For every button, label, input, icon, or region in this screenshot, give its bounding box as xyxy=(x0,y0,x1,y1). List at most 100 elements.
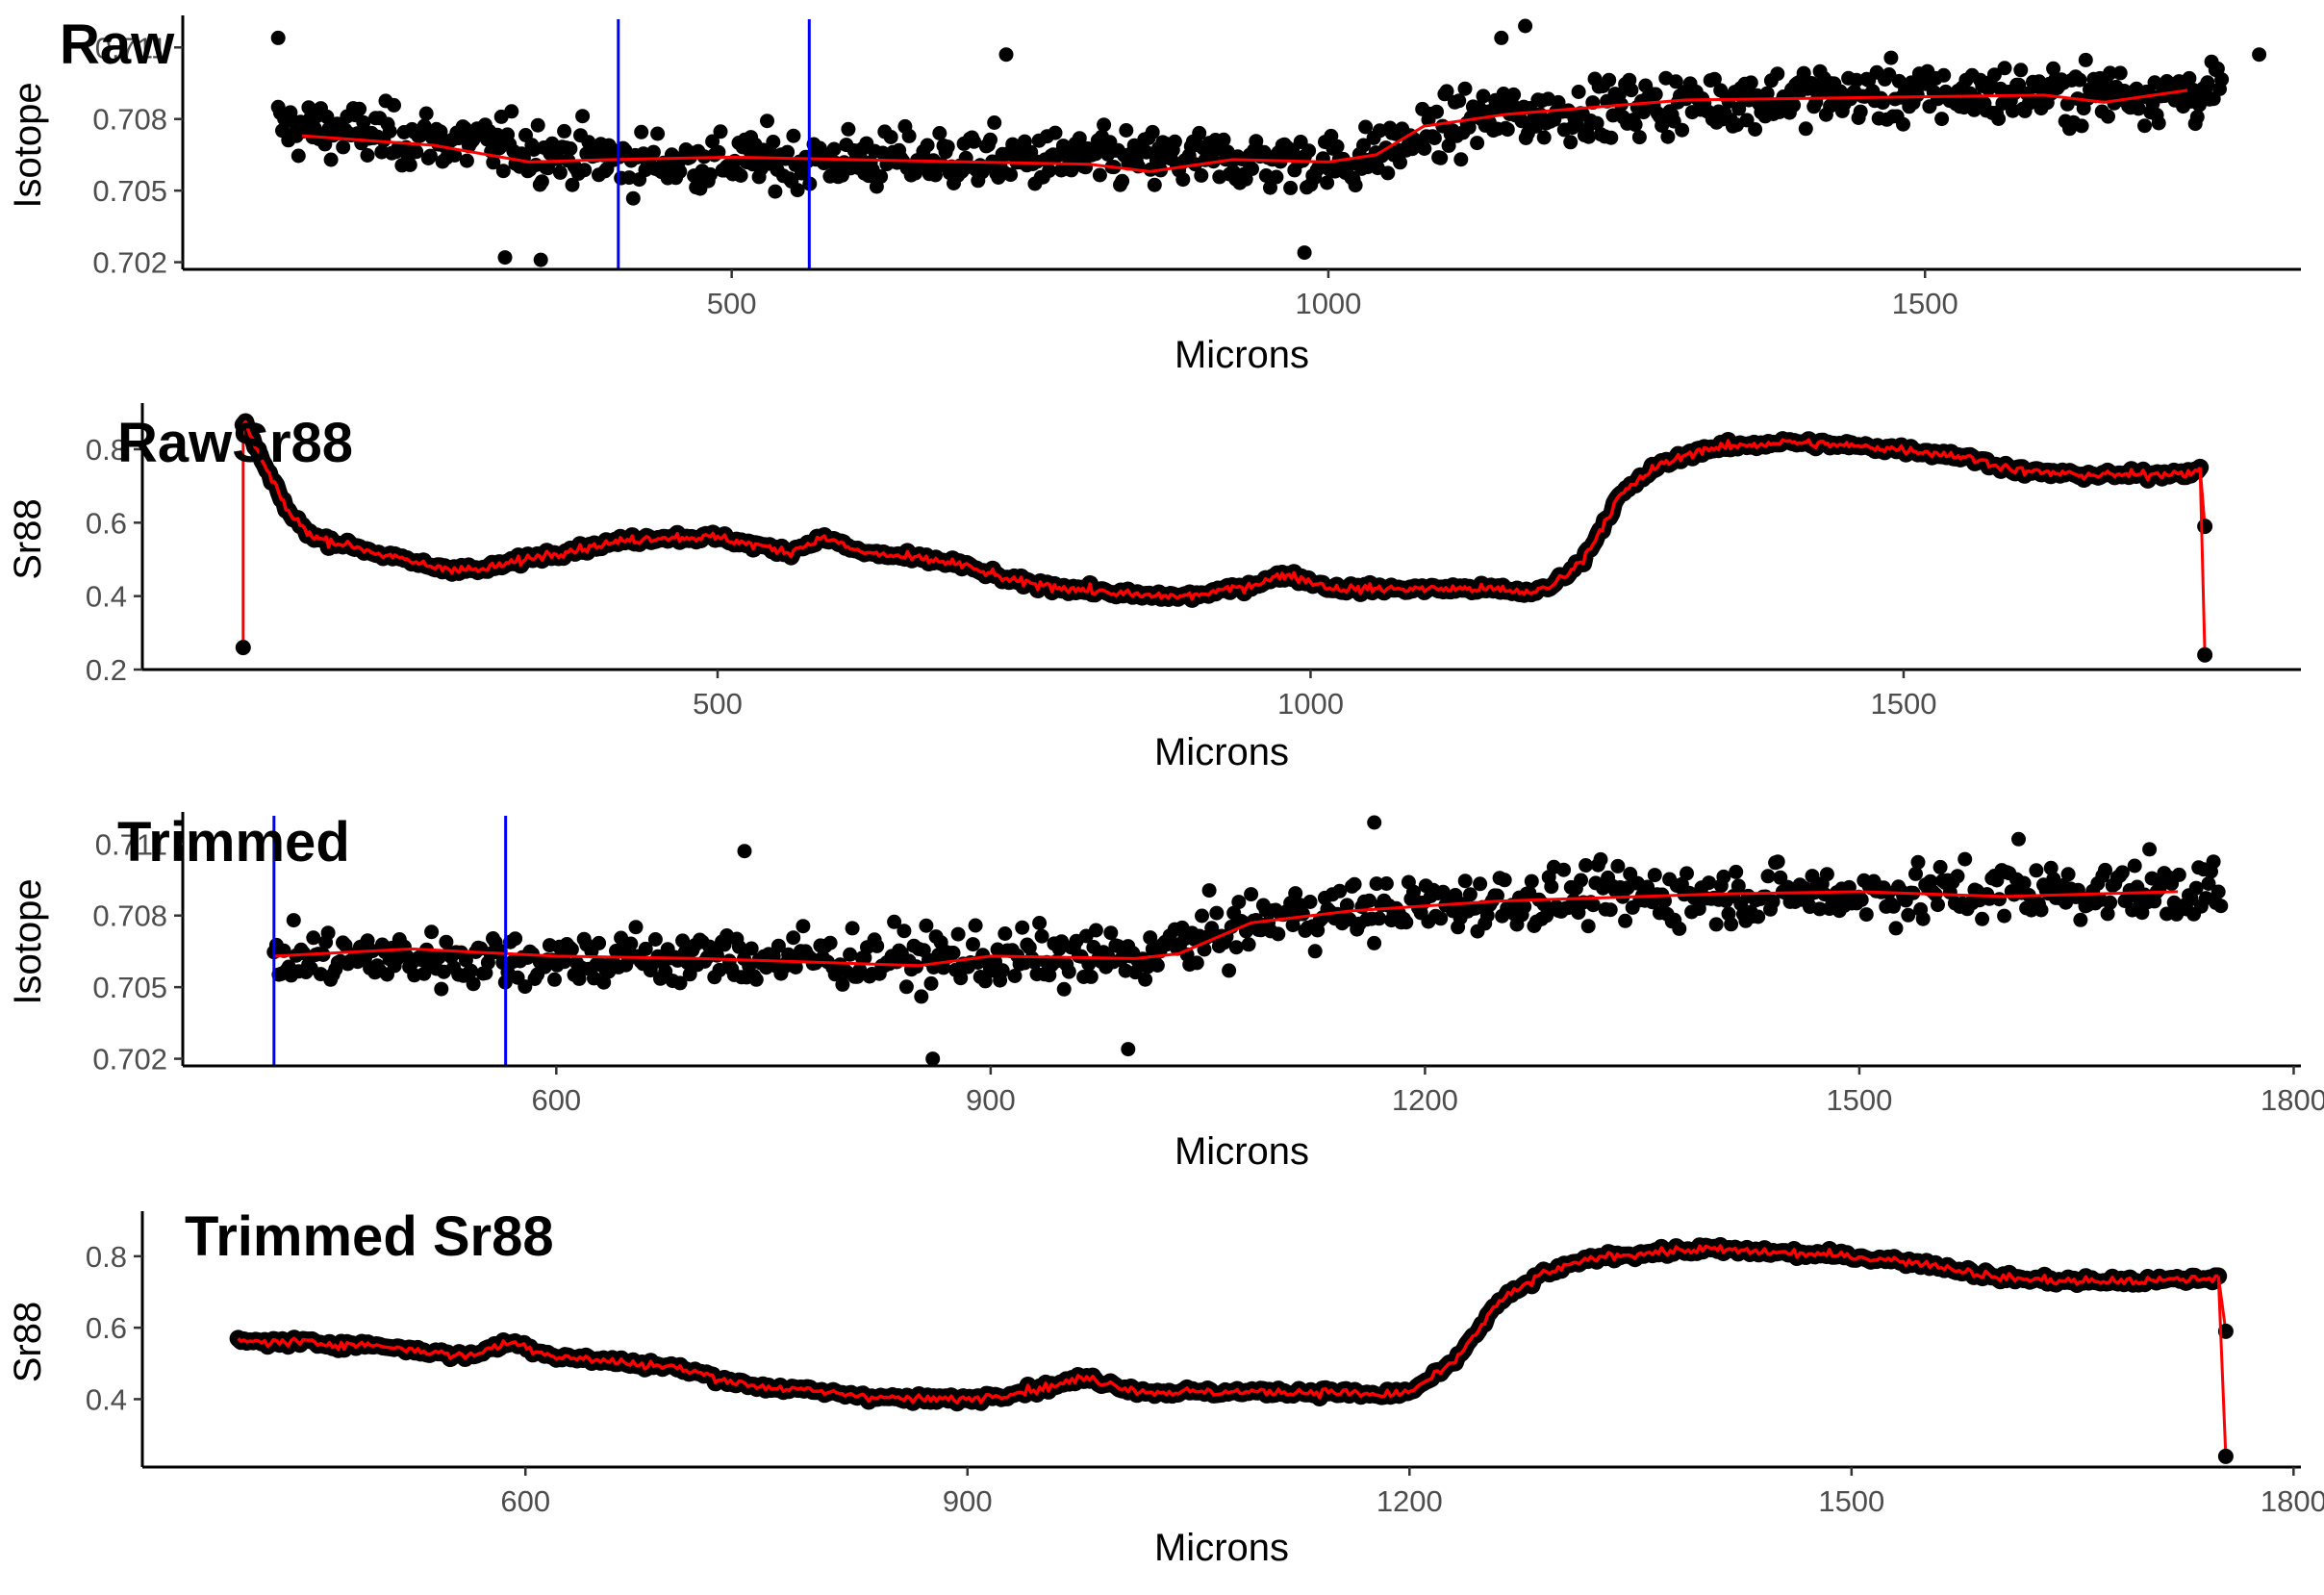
panel-1: 500 1000 1500 0.2 0.4 0.6 0.8 Microns Sr88 RawSr8… xyxy=(7,403,2301,773)
data-point xyxy=(1556,862,1572,877)
x-tick-label: 600 xyxy=(500,1484,550,1518)
sr88-points-band xyxy=(234,413,2210,608)
y-tick-label: 0.705 xyxy=(92,174,167,208)
data-point xyxy=(647,932,663,947)
data-point xyxy=(1908,866,1923,881)
data-point xyxy=(1462,887,1478,902)
data-point xyxy=(417,118,432,134)
data-point xyxy=(563,141,578,156)
data-point xyxy=(1209,905,1225,921)
x-tick-label: 1800 xyxy=(2261,1484,2324,1518)
data-point xyxy=(1083,969,1099,984)
panel-title: Trimmed Sr88 xyxy=(185,1205,554,1268)
data-point xyxy=(2142,842,2158,857)
data-point xyxy=(1201,883,1217,899)
data-point xyxy=(1149,958,1165,973)
data-point xyxy=(2182,70,2197,86)
data-point xyxy=(760,114,774,129)
y-tick-label: 0.2 xyxy=(86,653,127,687)
data-point xyxy=(1324,128,1339,143)
data-point xyxy=(1027,954,1042,970)
data-point xyxy=(1228,940,1244,955)
panel-3: 600 900 1200 1500 1800 0.4 0.6 0.8 Microns Sr88 Tr… xyxy=(7,1205,2324,1569)
data-point xyxy=(1574,873,1588,888)
data-point xyxy=(1473,876,1488,892)
data-point xyxy=(439,934,454,949)
data-point xyxy=(235,640,251,656)
data-point xyxy=(1888,921,1904,936)
data-point xyxy=(923,975,939,991)
data-point xyxy=(466,976,481,992)
data-point xyxy=(1739,113,1755,128)
data-point xyxy=(552,165,568,180)
data-point xyxy=(1433,911,1449,926)
data-point xyxy=(1307,944,1323,959)
data-point xyxy=(1297,245,1312,261)
data-point xyxy=(1585,898,1601,913)
data-point xyxy=(1858,907,1874,923)
data-point xyxy=(1986,67,2002,83)
data-point xyxy=(533,252,548,267)
data-point xyxy=(1624,83,1639,98)
x-axis-label: Microns xyxy=(1175,334,1309,376)
data-point xyxy=(887,914,902,929)
data-point xyxy=(2013,63,2029,78)
sr88-points-band xyxy=(229,1237,2228,1412)
data-point xyxy=(338,938,353,952)
data-point xyxy=(2072,72,2087,88)
y-tick-label: 0.711 xyxy=(95,31,167,64)
y-tick-label: 0.6 xyxy=(86,1311,127,1345)
data-point xyxy=(770,938,786,953)
data-point xyxy=(508,931,523,947)
data-point xyxy=(1770,854,1785,870)
data-point xyxy=(788,960,803,975)
data-point xyxy=(1786,97,1802,113)
data-point xyxy=(433,124,448,139)
data-point xyxy=(1748,122,1763,137)
y-tick-label: 0.708 xyxy=(92,103,167,137)
data-point xyxy=(2029,863,2044,878)
data-point xyxy=(733,168,748,183)
x-tick-label: 900 xyxy=(966,1083,1016,1117)
data-point xyxy=(534,174,549,190)
data-point xyxy=(1716,869,1731,884)
data-point xyxy=(966,937,980,952)
data-point xyxy=(845,921,860,936)
data-point xyxy=(1819,867,1834,882)
data-point xyxy=(1138,972,1153,987)
data-point xyxy=(1853,104,1868,119)
data-point xyxy=(409,144,424,160)
data-point xyxy=(883,130,898,144)
data-point xyxy=(1301,143,1317,159)
data-point xyxy=(1536,130,1552,145)
data-point xyxy=(1931,898,1945,913)
data-point xyxy=(447,147,463,163)
data-point xyxy=(713,124,728,139)
data-point xyxy=(1329,139,1345,154)
sr88-line xyxy=(241,419,2202,601)
data-point xyxy=(1975,911,1990,926)
data-point xyxy=(1347,876,1362,892)
data-point xyxy=(1657,894,1672,908)
data-point xyxy=(703,166,718,182)
data-point xyxy=(1244,887,1259,902)
data-point xyxy=(1143,930,1158,946)
panel-title: Trimmed xyxy=(117,811,350,873)
data-point xyxy=(1302,895,1318,909)
data-point xyxy=(1231,895,1247,910)
data-point xyxy=(2078,52,2093,67)
data-point xyxy=(1581,129,1597,144)
data-point xyxy=(1915,911,1931,926)
y-tick-label: 0.702 xyxy=(92,246,167,280)
panel-title: Raw xyxy=(60,13,175,76)
data-point xyxy=(547,972,562,987)
data-point xyxy=(983,132,998,147)
x-tick-label: 1500 xyxy=(1826,1083,1892,1117)
data-point xyxy=(1991,112,2007,126)
data-point xyxy=(1805,76,1820,91)
data-point xyxy=(987,115,1002,130)
data-point xyxy=(2046,61,2061,76)
data-point xyxy=(1997,61,2012,76)
x-axis-label: Microns xyxy=(1154,731,1289,773)
